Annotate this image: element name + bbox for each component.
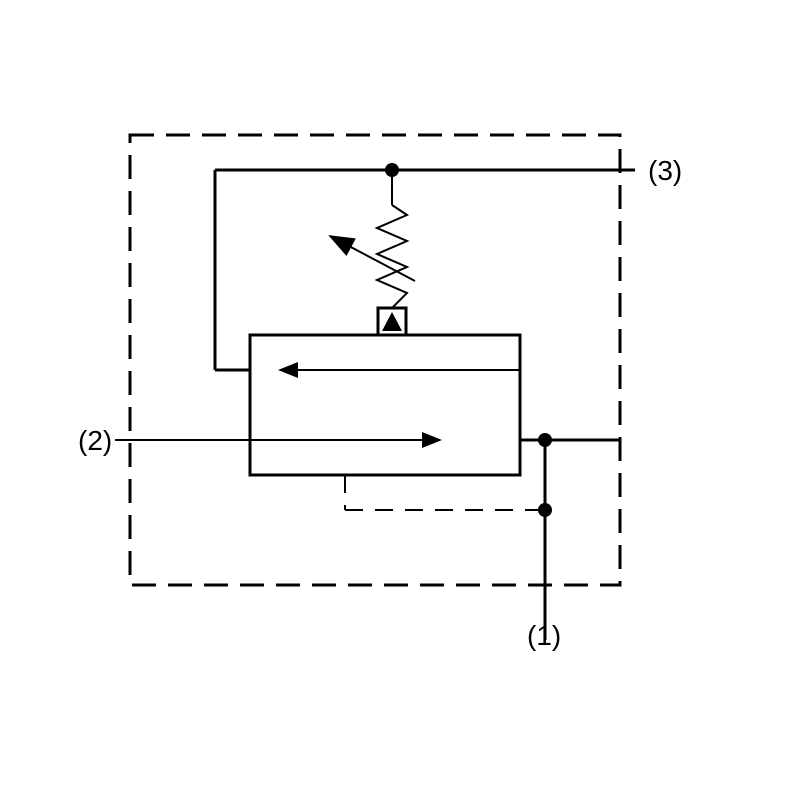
port-label-3: (3): [648, 155, 682, 186]
connection-node-top: [385, 163, 399, 177]
hydraulic-valve-diagram: (3) (2) (1): [0, 0, 800, 800]
connection-node-right-lower: [538, 503, 552, 517]
valve-body: [250, 335, 520, 475]
port-label-1: (1): [527, 620, 561, 651]
flow-direction-triangle-icon: [382, 312, 402, 331]
port-label-2: (2): [78, 425, 112, 456]
spring-symbol: [377, 205, 407, 308]
connection-node-right-upper: [538, 433, 552, 447]
